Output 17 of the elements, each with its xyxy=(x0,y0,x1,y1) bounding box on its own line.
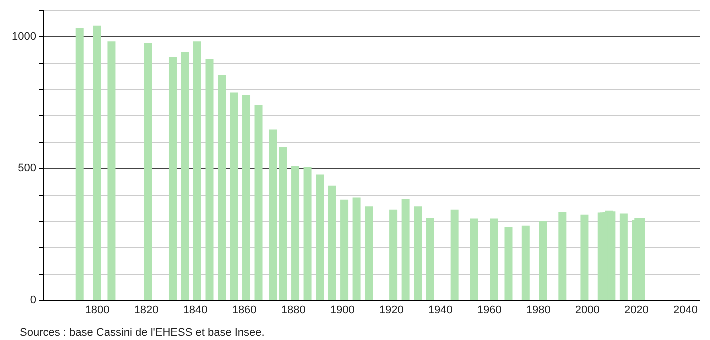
x-tick-label: 1920 xyxy=(379,304,404,316)
x-tick-label: 1880 xyxy=(281,304,306,316)
y-tick-label: 500 xyxy=(18,162,36,175)
x-tick-label: 2000 xyxy=(575,304,600,316)
y-tick-label: 1000 xyxy=(12,30,36,43)
x-tick-label: 2020 xyxy=(624,304,649,316)
x-tick-label: 1860 xyxy=(232,304,257,316)
x-tick-label: 1800 xyxy=(85,304,110,316)
x-tick-label: 1980 xyxy=(526,304,551,316)
x-tick-label: 1940 xyxy=(428,304,453,316)
x-tick-label: 2040 xyxy=(673,304,698,316)
x-tick-label: 1900 xyxy=(330,304,355,316)
x-tick-label: 1840 xyxy=(183,304,208,316)
x-tick-label: 1960 xyxy=(477,304,502,316)
y-tick-label: 0 xyxy=(30,294,36,306)
source-note: Sources : base Cassini de l'EHESS et base Insee. xyxy=(20,327,265,339)
x-tick-label: 1820 xyxy=(134,304,159,316)
